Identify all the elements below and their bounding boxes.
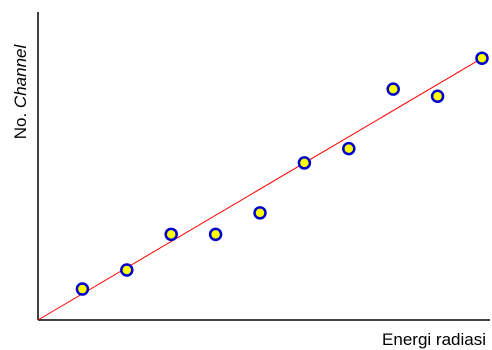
- data-point: [430, 89, 445, 104]
- regression-line: [37, 57, 483, 321]
- data-point: [475, 51, 489, 65]
- data-point: [208, 227, 223, 242]
- data-points: [75, 51, 489, 296]
- data-point: [164, 227, 178, 242]
- data-point: [386, 82, 400, 96]
- y-axis-label: No. Channel: [11, 44, 30, 140]
- data-point: [75, 282, 90, 296]
- data-point: [342, 141, 356, 156]
- y-axis-label-prefix: No.: [11, 108, 30, 139]
- data-point: [120, 263, 134, 277]
- y-axis-label-emphasis: Channel: [11, 44, 30, 109]
- data-point: [253, 206, 267, 220]
- data-point: [297, 156, 312, 170]
- x-axis-label: Energi radiasi: [382, 330, 486, 349]
